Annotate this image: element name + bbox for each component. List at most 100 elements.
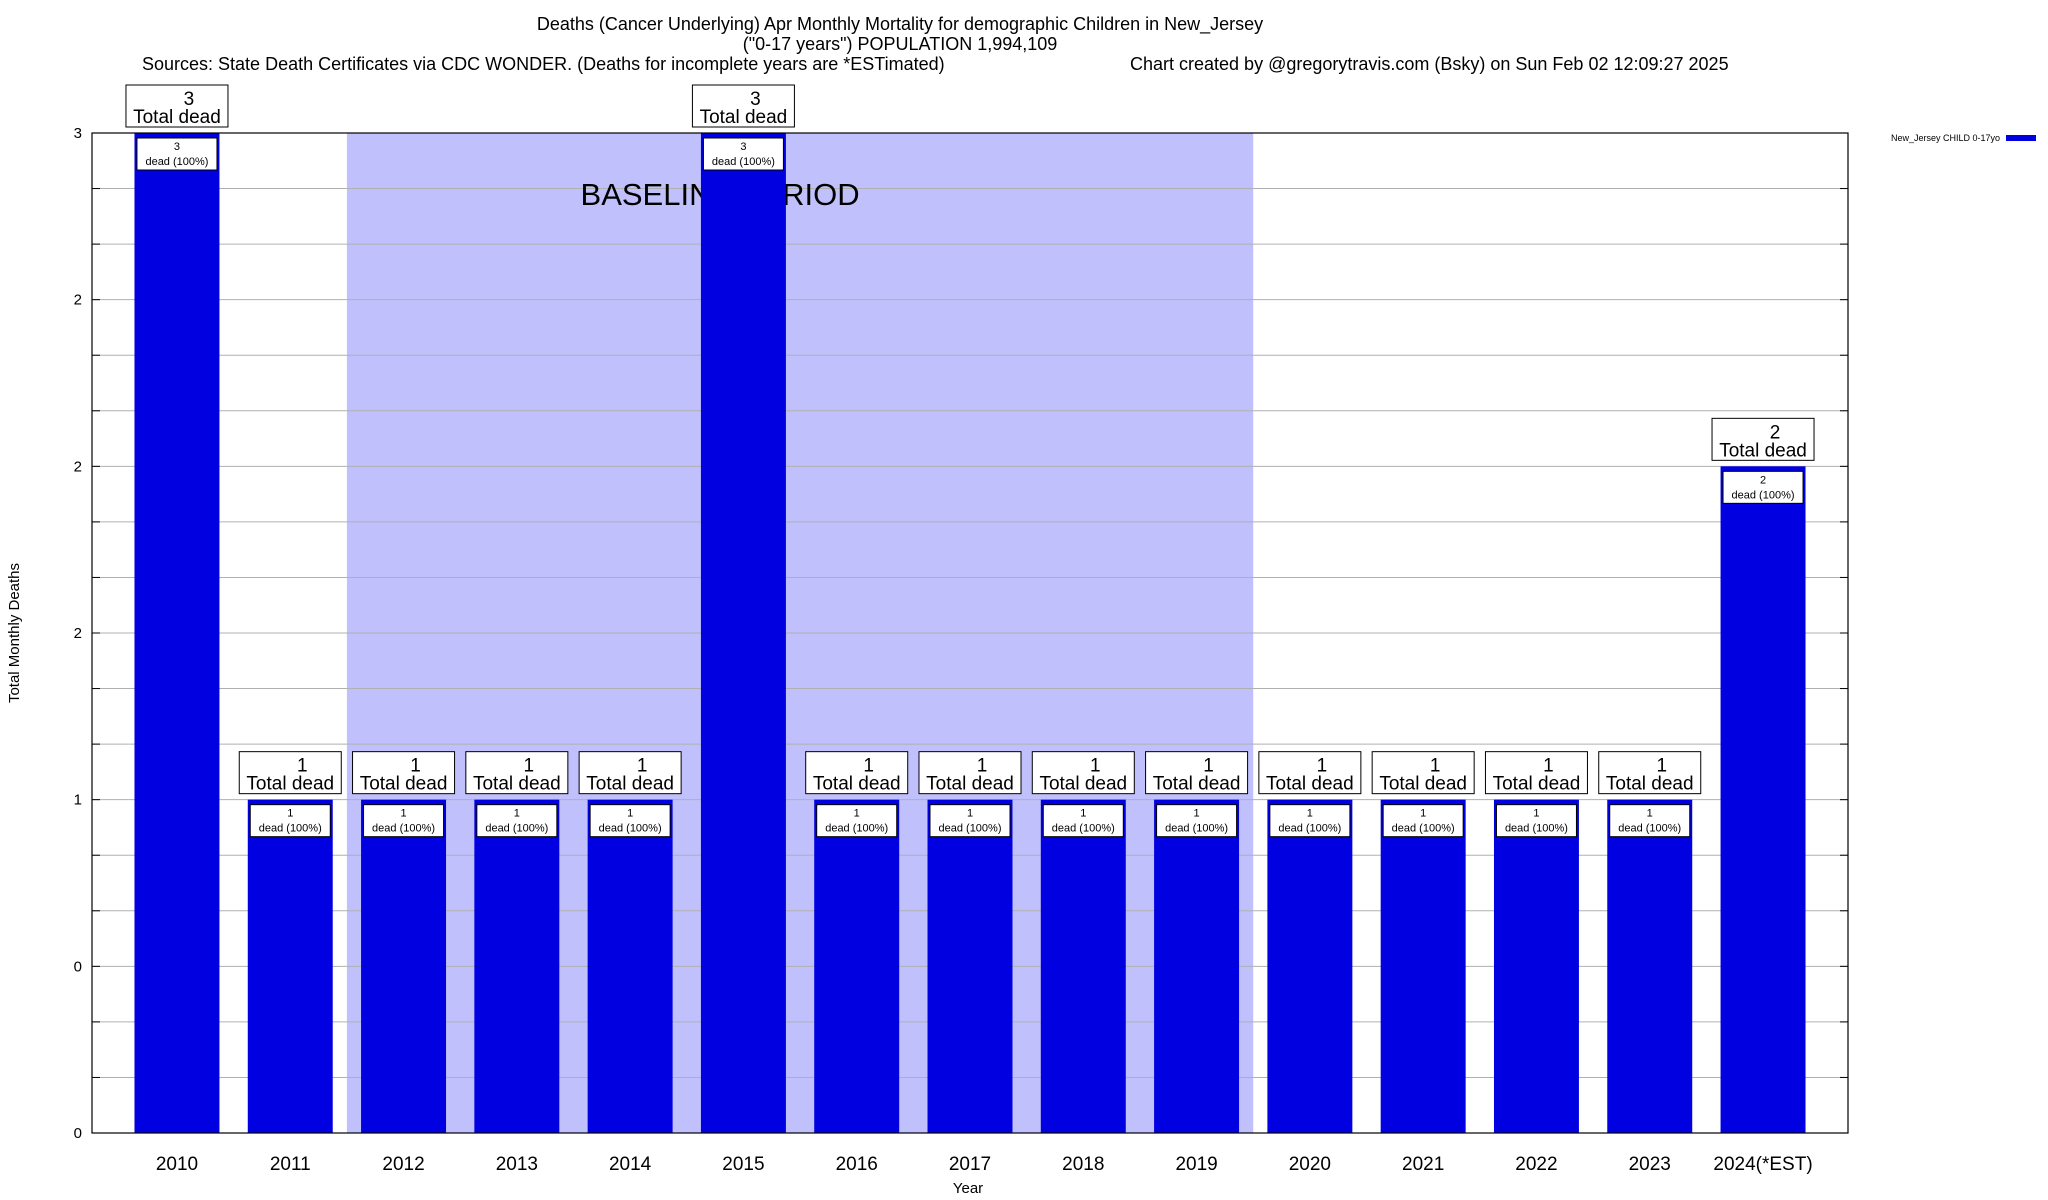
- bar-inner-label: dead (100%): [1732, 489, 1795, 501]
- bar-inner-value: 1: [1647, 808, 1653, 820]
- x-tick-label: 2013: [496, 1154, 538, 1175]
- bar-total-value: 1: [1317, 756, 1328, 777]
- bar: [1380, 799, 1466, 1133]
- bar-inner-label: dead (100%): [259, 823, 322, 835]
- bar-total-label-box: [238, 751, 342, 795]
- bar-total-label: Total dead: [1039, 774, 1127, 795]
- plot-frame: [91, 132, 1849, 1134]
- x-axis-label: Year: [953, 1180, 983, 1197]
- bar-total-label: Total dead: [586, 774, 674, 795]
- bar-total-value: 1: [1656, 756, 1667, 777]
- bar-total-label: Total dead: [1719, 440, 1807, 461]
- bar-inner-label: dead (100%): [1165, 823, 1228, 835]
- bar-total-value: 1: [410, 756, 421, 777]
- legend-label: New_Jersey CHILD 0-17yo: [1891, 133, 2000, 143]
- bar-inner-value: 1: [1307, 808, 1313, 820]
- bar-total-value: 1: [1203, 756, 1214, 777]
- x-tick-label: 2016: [836, 1154, 878, 1175]
- bar-inner-value: 3: [174, 141, 180, 153]
- x-tick-label: 2010: [156, 1154, 198, 1175]
- bar-total-label-box: [578, 751, 682, 795]
- chart-subtitle: ("0-17 years") POPULATION 1,994,109: [742, 34, 1058, 54]
- bar-inner-label-box: [1722, 470, 1804, 504]
- bar-total-value: 1: [524, 756, 535, 777]
- x-tick-label: 2015: [722, 1154, 764, 1175]
- chart-title: Deaths (Cancer Underlying) Apr Monthly M…: [536, 14, 1264, 34]
- bar-total-label: Total dead: [1266, 774, 1354, 795]
- bar: [1040, 799, 1126, 1133]
- bar-total-value: 3: [750, 89, 761, 110]
- bar-inner-label: dead (100%): [712, 156, 775, 168]
- bar-total-value: 1: [1090, 756, 1101, 777]
- bar-total-label-box: [1371, 751, 1475, 795]
- bar-inner-label-box: [249, 804, 331, 838]
- bar-total-label: Total dead: [1493, 774, 1581, 795]
- bar-inner-value: 1: [627, 808, 633, 820]
- bar-total-label: Total dead: [360, 774, 448, 795]
- bar: [814, 799, 900, 1133]
- bar-total-label: Total dead: [473, 774, 561, 795]
- bar-total-label-box: [125, 84, 229, 128]
- bar: [474, 799, 560, 1133]
- bar: [247, 799, 333, 1133]
- bar-total-value: 1: [977, 756, 988, 777]
- bar-inner-label-box: [136, 137, 218, 171]
- x-tick-label: 2017: [949, 1154, 991, 1175]
- bar-inner-label-box: [363, 804, 445, 838]
- bar-total-label-box: [918, 751, 1022, 795]
- bar-total-label-box: [352, 751, 456, 795]
- bar-inner-value: 1: [400, 808, 406, 820]
- bar: [700, 133, 786, 1133]
- chart-credit: Chart created by @gregorytravis.com (Bsk…: [1130, 54, 1729, 74]
- bar-inner-value: 1: [514, 808, 520, 820]
- bar-total-label-box: [805, 751, 909, 795]
- bar-inner-label-box: [1495, 804, 1577, 838]
- bar-total-value: 1: [297, 756, 308, 777]
- bar-inner-label: dead (100%): [1618, 823, 1681, 835]
- bar-total-label: Total dead: [133, 107, 221, 128]
- y-tick-label: 0: [74, 1125, 82, 1142]
- bar-inner-label: dead (100%): [1052, 823, 1115, 835]
- bar-inner-label-box: [1156, 804, 1238, 838]
- bar-total-label-box: [1258, 751, 1362, 795]
- y-tick-label: 3: [74, 125, 82, 142]
- y-tick-label: 0: [74, 958, 82, 975]
- bar-inner-label-box: [702, 137, 784, 171]
- bar-inner-value: 1: [1533, 808, 1539, 820]
- bar-inner-value: 1: [854, 808, 860, 820]
- y-tick-label: 2: [74, 458, 82, 475]
- y-tick-label: 1: [74, 792, 82, 809]
- bar-inner-label: dead (100%): [599, 823, 662, 835]
- bar-inner-value: 1: [1420, 808, 1426, 820]
- bar-inner-label-box: [476, 804, 558, 838]
- bar-total-label: Total dead: [1153, 774, 1241, 795]
- bar-total-value: 2: [1770, 422, 1781, 443]
- bar-inner-label: dead (100%): [1392, 823, 1455, 835]
- x-tick-label: 2011: [270, 1154, 311, 1175]
- y-tick-label: 2: [74, 625, 82, 642]
- bar: [587, 799, 673, 1133]
- bar-total-value: 1: [863, 756, 874, 777]
- bar-inner-label: dead (100%): [485, 823, 548, 835]
- bar-inner-value: 1: [1194, 808, 1200, 820]
- bar-total-label-box: [1598, 751, 1702, 795]
- chart-sources: Sources: State Death Certificates via CD…: [142, 54, 945, 74]
- x-tick-label: 2021: [1402, 1154, 1444, 1175]
- bar-total-value: 1: [1430, 756, 1441, 777]
- x-tick-label: 2022: [1515, 1154, 1557, 1175]
- bar-total-label-box: [1711, 417, 1815, 461]
- x-tick-label: 2018: [1062, 1154, 1104, 1175]
- bar: [927, 799, 1013, 1133]
- bar-inner-label-box: [1042, 804, 1124, 838]
- x-tick-label: 2014: [609, 1154, 652, 1175]
- bar-total-label: Total dead: [246, 774, 334, 795]
- bar-total-label: Total dead: [1379, 774, 1467, 795]
- bar-inner-label-box: [929, 804, 1011, 838]
- bar: [1607, 799, 1693, 1133]
- bar-inner-value: 1: [287, 808, 293, 820]
- bar-total-label-box: [1145, 751, 1249, 795]
- bar-total-label: Total dead: [1606, 774, 1694, 795]
- x-tick-label: 2012: [382, 1154, 424, 1175]
- bar-inner-value: 1: [1080, 808, 1086, 820]
- bar-inner-label: dead (100%): [1278, 823, 1341, 835]
